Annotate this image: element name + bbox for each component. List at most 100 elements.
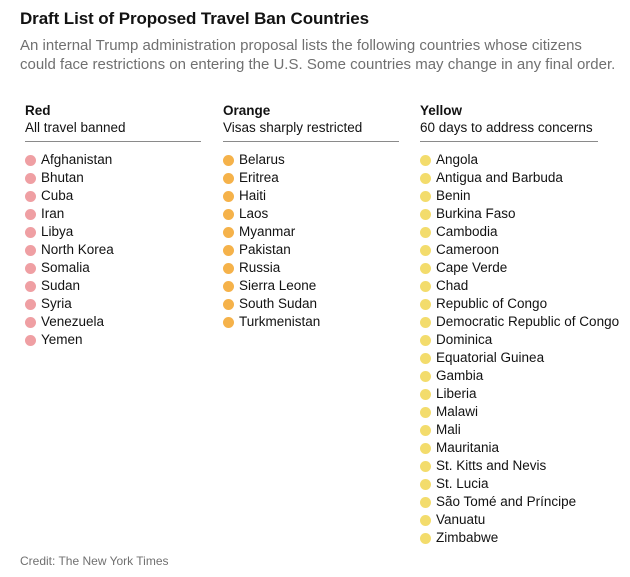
country-name: Bhutan (41, 170, 84, 185)
country-name: Burkina Faso (436, 206, 516, 221)
yellow-dot-icon (420, 154, 431, 166)
country-name: Myanmar (239, 224, 296, 239)
red-dot-icon (25, 172, 36, 184)
yellow-country-item: Burkina Faso (420, 205, 598, 223)
yellow-country-item: Republic of Congo (420, 295, 598, 313)
red-country-item: Libya (25, 223, 201, 241)
yellow-country-item: Mali (420, 421, 598, 439)
page-subtitle: An internal Trump administration proposa… (20, 37, 616, 73)
red-column-description: All travel banned (25, 119, 201, 142)
red-dot-icon (25, 280, 36, 292)
country-name: Liberia (436, 386, 477, 401)
orange-country-item: Eritrea (223, 169, 399, 187)
orange-dot-icon (223, 154, 234, 166)
yellow-dot-icon (420, 370, 431, 382)
yellow-country-item: Cape Verde (420, 259, 598, 277)
country-name: Cameroon (436, 242, 500, 257)
red-dot-icon (25, 190, 36, 202)
country-name: St. Lucia (436, 476, 489, 491)
red-dot-icon (25, 226, 36, 238)
country-name: Iran (41, 206, 65, 221)
yellow-column-description: 60 days to address concerns (420, 119, 598, 142)
yellow-country-item: Cambodia (420, 223, 598, 241)
yellow-dot-icon (420, 298, 431, 310)
red-column-heading: Red (25, 103, 51, 118)
yellow-dot-icon (420, 442, 431, 454)
country-name: St. Kitts and Nevis (436, 458, 547, 473)
yellow-dot-icon (420, 316, 431, 328)
yellow-column-heading: Yellow (420, 103, 463, 118)
country-name: Zimbabwe (436, 530, 499, 545)
red-country-item: North Korea (25, 241, 201, 259)
yellow-dot-icon (420, 424, 431, 436)
country-name: São Tomé and Príncipe (436, 494, 577, 509)
orange-column-description: Visas sharply restricted (223, 119, 399, 142)
country-name: Russia (239, 260, 281, 275)
country-name: Sierra Leone (239, 278, 317, 293)
yellow-country-item: Dominica (420, 331, 598, 349)
orange-dot-icon (223, 226, 234, 238)
red-dot-icon (25, 298, 36, 310)
orange-column-heading: Orange (223, 103, 271, 118)
country-name: Equatorial Guinea (436, 350, 545, 365)
yellow-country-item: Zimbabwe (420, 529, 598, 547)
yellow-country-item: Liberia (420, 385, 598, 403)
country-name: Cuba (41, 188, 74, 203)
country-name: Cape Verde (436, 260, 508, 275)
red-country-item: Sudan (25, 277, 201, 295)
red-country-item: Venezuela (25, 313, 201, 331)
yellow-dot-icon (420, 532, 431, 544)
orange-dot-icon (223, 316, 234, 328)
country-name: Somalia (41, 260, 90, 275)
yellow-country-item: Vanuatu (420, 511, 598, 529)
yellow-dot-icon (420, 172, 431, 184)
red-dot-icon (25, 154, 36, 166)
orange-dot-icon (223, 280, 234, 292)
red-country-item: Somalia (25, 259, 201, 277)
orange-dot-icon (223, 172, 234, 184)
orange-country-item: Belarus (223, 151, 399, 169)
country-name: Belarus (239, 152, 285, 167)
yellow-dot-icon (420, 460, 431, 472)
country-name: Laos (239, 206, 269, 221)
country-name: Mali (436, 422, 461, 437)
yellow-dot-icon (420, 244, 431, 256)
yellow-country-item: Mauritania (420, 439, 598, 457)
country-name: Sudan (41, 278, 81, 293)
yellow-country-item: St. Kitts and Nevis (420, 457, 598, 475)
yellow-country-item: St. Lucia (420, 475, 598, 493)
red-country-list: Afghanistan Bhutan Cuba Iran Libya North Kore… (25, 151, 201, 349)
yellow-dot-icon (420, 514, 431, 526)
yellow-dot-icon (420, 190, 431, 202)
yellow-dot-icon (420, 388, 431, 400)
orange-dot-icon (223, 208, 234, 220)
orange-dot-icon (223, 244, 234, 256)
orange-column: Orange Visas sharply restricted Belarus E… (223, 102, 399, 331)
orange-country-item: Haiti (223, 187, 399, 205)
red-dot-icon (25, 262, 36, 274)
yellow-country-item: Equatorial Guinea (420, 349, 598, 367)
orange-dot-icon (223, 262, 234, 274)
country-name: Republic of Congo (436, 296, 548, 311)
orange-country-item: Myanmar (223, 223, 399, 241)
yellow-dot-icon (420, 280, 431, 292)
country-name: Eritrea (239, 170, 279, 185)
red-column: Red All travel banned Afghanistan Bhutan C… (25, 102, 201, 349)
red-dot-icon (25, 244, 36, 256)
red-country-item: Afghanistan (25, 151, 201, 169)
orange-dot-icon (223, 298, 234, 310)
red-country-item: Yemen (25, 331, 201, 349)
yellow-country-item: Gambia (420, 367, 598, 385)
yellow-dot-icon (420, 226, 431, 238)
country-name: Haiti (239, 188, 267, 203)
yellow-dot-icon (420, 352, 431, 364)
country-name: Mauritania (436, 440, 500, 455)
orange-country-item: Sierra Leone (223, 277, 399, 295)
yellow-country-list: Angola Antigua and Barbuda Benin Burkina Fa… (420, 151, 619, 547)
country-name: South Sudan (239, 296, 318, 311)
orange-country-item: Laos (223, 205, 399, 223)
yellow-country-item: São Tomé and Príncipe (420, 493, 598, 511)
country-name: Libya (41, 224, 74, 239)
country-name: Cambodia (436, 224, 498, 239)
country-name: Dominica (436, 332, 493, 347)
